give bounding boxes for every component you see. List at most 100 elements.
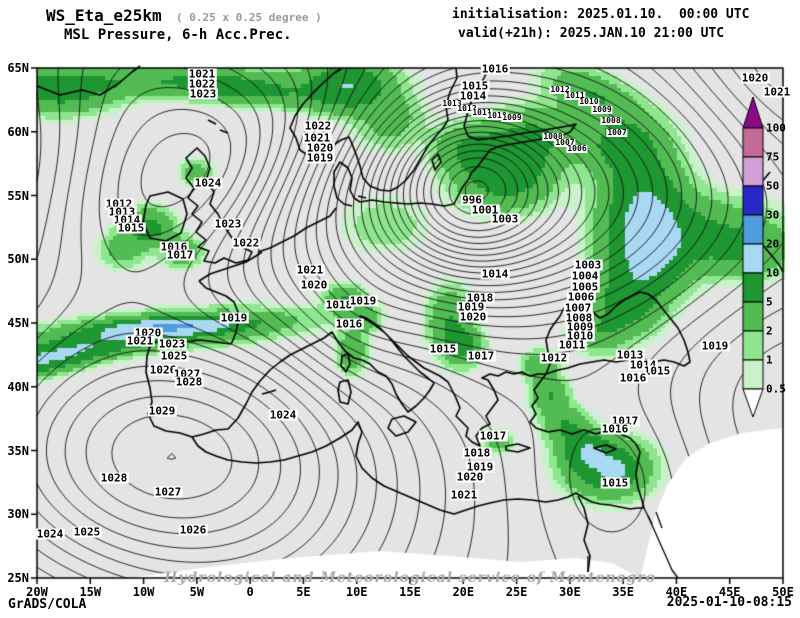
isobar-label: 1014 bbox=[458, 89, 488, 103]
isobar-label: 1017 bbox=[466, 349, 496, 363]
isobar-label: 1016 bbox=[618, 371, 648, 385]
isobar-label: 1028 bbox=[174, 375, 204, 389]
isobar-label: 1019 bbox=[465, 460, 495, 474]
isobar-label-small: 1009 bbox=[591, 105, 613, 114]
axis-label-lat: 65N bbox=[7, 61, 29, 75]
isobar-label: 1016 bbox=[334, 317, 364, 331]
isobar-label: 1014 bbox=[112, 213, 142, 227]
isobar-label: 1011 bbox=[557, 338, 587, 352]
axis-label-lat: 60N bbox=[7, 124, 29, 139]
initialisation-line: initialisation: 2025.01.10. 00:00 UTC bbox=[452, 7, 750, 22]
isobar-label: 1020 bbox=[740, 71, 770, 85]
isobar-label: 1013 bbox=[615, 348, 645, 362]
axis-label-lon: 15W bbox=[79, 585, 102, 599]
isobar-label: 1016 bbox=[600, 422, 630, 436]
isobar-label: 1001 bbox=[470, 203, 500, 217]
isobar-label: 1021 bbox=[125, 334, 155, 348]
isobar-label: 1019 bbox=[348, 294, 378, 308]
axis-label-lat: 50N bbox=[7, 252, 29, 267]
isobar-label: 1015 bbox=[428, 342, 458, 356]
colorbar-tick-label: 100 bbox=[766, 121, 786, 135]
isobar-label: 1022 bbox=[187, 77, 217, 91]
axis-label-lat: 40N bbox=[7, 379, 29, 394]
isobar-label: 1022 bbox=[303, 119, 333, 133]
colorbar-tick-label: 50 bbox=[766, 179, 780, 193]
isobar-label: 1016 bbox=[480, 62, 510, 76]
isobar-label: 1020 bbox=[455, 470, 485, 484]
isobar-label-small: 1012 bbox=[549, 85, 571, 94]
isobar-label: 996 bbox=[461, 193, 483, 207]
model-title: WS_Eta_e25km bbox=[46, 6, 162, 25]
colorbar-tick-label: 30 bbox=[766, 208, 780, 222]
isobar-label: 1022 bbox=[231, 236, 261, 250]
isobar-label: 1021 bbox=[762, 85, 792, 99]
isobar-label: 1003 bbox=[490, 212, 520, 226]
isobar-label: 1012 bbox=[104, 197, 134, 211]
isobar-label: 1023 bbox=[213, 217, 243, 231]
axis-label-lon: 0 bbox=[246, 585, 254, 599]
isobar-label: 1019 bbox=[305, 151, 335, 165]
isobar-label: 1024 bbox=[193, 176, 223, 190]
axis-label-lat: 30N bbox=[7, 507, 29, 522]
axis-label-lon: 30E bbox=[559, 585, 581, 599]
isobar-label: 1018 bbox=[324, 298, 354, 312]
isobar-label: 1023 bbox=[188, 87, 218, 101]
isobar-label: 1017 bbox=[610, 414, 640, 428]
isobar-label: 1004 bbox=[570, 269, 600, 283]
isobar-label: 1015 bbox=[460, 79, 490, 93]
isobar-label: 1023 bbox=[157, 337, 187, 351]
colorbar-tick-label: 1 bbox=[766, 353, 773, 367]
isobar-label-small: 1006 bbox=[566, 144, 588, 153]
isobar-label: 1025 bbox=[159, 349, 189, 363]
isobar-label: 1029 bbox=[147, 404, 177, 418]
isobar-label: 1015 bbox=[116, 221, 146, 235]
isobar-label: 1027 bbox=[153, 485, 183, 499]
isobar-label-small: 1012 bbox=[456, 104, 478, 113]
isobar-label: 1006 bbox=[566, 290, 596, 304]
isobar-label-small: 1010 bbox=[486, 111, 508, 120]
axis-label-lon: 10E bbox=[345, 585, 368, 599]
isobar-label-small: 1013 bbox=[441, 99, 463, 108]
axis-label-lon: 40E bbox=[665, 585, 688, 599]
isobar-label: 1026 bbox=[148, 363, 178, 377]
isobar-label: 1021 bbox=[449, 488, 479, 502]
isobar-label: 1014 bbox=[628, 359, 658, 371]
colorbar-tick-label: 10 bbox=[766, 266, 780, 280]
isobar-label: 1024 bbox=[268, 408, 298, 422]
isobar-label: 1020 bbox=[133, 326, 163, 340]
isobar-label: 1015 bbox=[642, 364, 672, 378]
isobar-label: 1019 bbox=[219, 311, 249, 325]
grads-credit: GrADS/COLA bbox=[8, 597, 87, 612]
isobar-label: 1017 bbox=[478, 429, 508, 443]
colorbar-tick-label: 5 bbox=[766, 295, 773, 309]
isobar-label-small: 1011 bbox=[564, 91, 586, 100]
axis-label-lon: 20W bbox=[26, 585, 48, 599]
axis-label-lat: 35N bbox=[7, 443, 29, 458]
isobar-label: 1014 bbox=[480, 267, 510, 281]
isobar-label: 1007 bbox=[563, 301, 593, 315]
isobar-label: 1026 bbox=[178, 523, 208, 537]
axis-label-lon: 5W bbox=[189, 585, 205, 599]
isobar-label-small: 1007 bbox=[606, 128, 628, 137]
isobar-label: 1019 bbox=[700, 339, 730, 353]
isobar-label-small: 1008 bbox=[542, 132, 564, 141]
isobar-label: 1012 bbox=[539, 351, 569, 365]
colorbar-tick-label: 75 bbox=[766, 150, 780, 164]
isobar-label: 1025 bbox=[72, 525, 102, 539]
colorbar-tick-label: 20 bbox=[766, 237, 780, 251]
isobar-label: 1020 bbox=[305, 141, 335, 155]
isobar-label: 1015 bbox=[600, 476, 630, 490]
isobar-label: 1020 bbox=[299, 278, 329, 292]
resolution-note: ( 0.25 x 0.25 degree ) bbox=[176, 11, 322, 24]
colorbar-tick-label: 2 bbox=[766, 324, 773, 338]
isobar-label-small: 1007 bbox=[554, 138, 576, 147]
product-subtitle: MSL Pressure, 6-h Acc.Prec. bbox=[64, 27, 292, 43]
axis-label-lon: 45E bbox=[718, 585, 741, 599]
isobar-label: 1018 bbox=[465, 291, 495, 305]
axis-label-lon: 35E bbox=[612, 585, 634, 599]
axis-label-lat: 45N bbox=[7, 316, 29, 330]
isobar-label: 1005 bbox=[570, 280, 600, 294]
isobar-label-small: 1009 bbox=[501, 113, 523, 122]
